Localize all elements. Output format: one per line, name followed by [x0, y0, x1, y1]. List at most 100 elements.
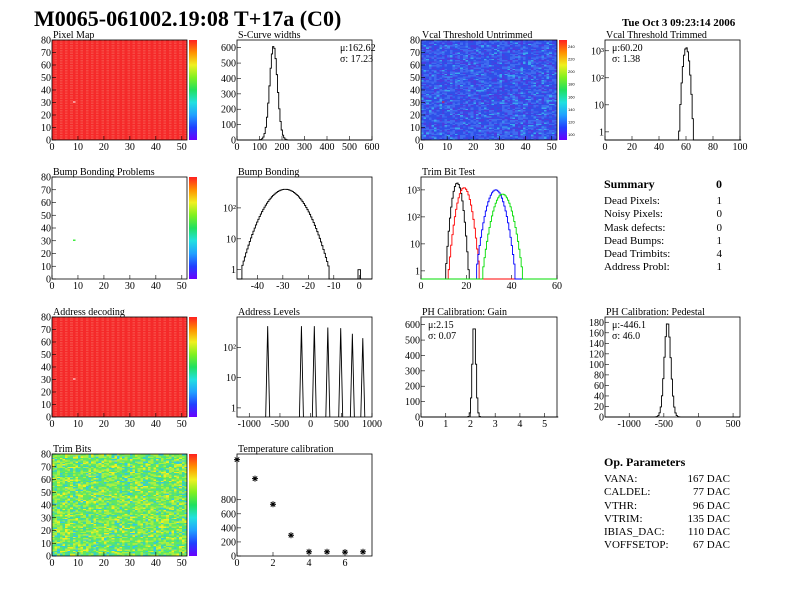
y-tick-label: 30 [41, 375, 51, 386]
x-tick-label: 20 [99, 419, 109, 430]
op-params-heading: Op. Parameters [604, 455, 686, 469]
x-tick-label: 10 [73, 281, 83, 292]
x-tick-label: 30 [125, 419, 135, 430]
y-tick-label: 600 [405, 320, 420, 331]
param-label: VANA: [604, 473, 638, 485]
x-tick-label: 40 [654, 142, 664, 153]
x-tick-label: 0 [50, 558, 55, 569]
x-tick-label: 5 [542, 419, 547, 430]
chart-title: Pixel Map [53, 30, 94, 41]
param-label: IBIAS_DAC: [604, 526, 665, 539]
y-tick-label: 80 [41, 36, 51, 47]
histogram-series [605, 47, 742, 141]
summary-row: Dead Trimbits: 4 [604, 248, 722, 261]
x-tick-label: 300 [297, 142, 312, 153]
temperature-chart: Temperature calibration 0 2 4 6 0 200 400 600 800 [221, 444, 373, 569]
y-tick-label: 70 [41, 325, 51, 336]
histogram-peak [325, 327, 331, 418]
x-tick-label: 0 [603, 142, 608, 153]
chart-title: PH Calibration: Gain [422, 307, 507, 318]
y-tick-label: 120 [589, 349, 604, 360]
x-tick-label: 100 [252, 142, 267, 153]
plot-frame [51, 453, 188, 557]
param-label: VOFFSETOP: [604, 539, 669, 552]
chart-title: Bump Bonding Problems [53, 167, 155, 178]
histogram-peak [298, 326, 304, 418]
y-tick-label: 20 [594, 402, 604, 413]
timestamp: Tue Oct 3 09:23:14 2006 [622, 17, 736, 29]
summary-total: 0 [716, 177, 722, 191]
summary-row: Dead Pixels: 1 [604, 195, 722, 208]
x-tick-label: 20 [99, 142, 109, 153]
x-tick-label: 0 [357, 281, 362, 292]
y-tick-label: 70 [41, 462, 51, 473]
summary-table: Summary 0 Dead Pixels: 1 Noisy Pixels: 0 Mask… [604, 178, 722, 275]
x-tick-label: 40 [151, 142, 161, 153]
x-tick-label: 500 [726, 419, 741, 430]
summary-label: Noisy Pixels: [604, 208, 663, 221]
y-tick-label: 40 [410, 86, 420, 97]
y-tick-label: 10 [226, 373, 236, 384]
y-tick-label: 30 [41, 98, 51, 109]
x-tick-label: 40 [151, 419, 161, 430]
mean-label: μ:-446.1 [612, 320, 646, 331]
histogram-peak [349, 333, 355, 418]
z-tick-label: 120 [568, 119, 575, 124]
histogram-peak [338, 328, 344, 418]
sigma-label: σ: 1.38 [612, 54, 640, 65]
sigma-label: σ: 0.07 [428, 331, 456, 342]
scatter-point [306, 548, 312, 555]
summary-value: 1 [716, 234, 723, 247]
mean-label: μ:2.15 [428, 320, 454, 331]
vcal-untrimmed-heatmap [421, 40, 557, 140]
z-tick-label: 200 [568, 69, 575, 74]
x-tick-label: 80 [708, 142, 718, 153]
summary-value: 1 [716, 261, 723, 274]
x-tick-label: 0 [50, 281, 55, 292]
z-tick-label: 240 [568, 44, 575, 49]
y-tick-label: 70 [410, 48, 420, 59]
x-tick-label: 0 [419, 142, 424, 153]
histogram-series [421, 328, 559, 418]
y-tick-label: 20 [41, 388, 51, 399]
summary-heading: Summary [604, 177, 655, 191]
y-tick-label: 0 [46, 275, 51, 286]
x-tick-label: 20 [99, 558, 109, 569]
y-tick-label: 0 [415, 413, 420, 424]
x-tick-label: 40 [151, 558, 161, 569]
x-tick-label: 500 [334, 419, 349, 430]
histogram-bin [357, 269, 361, 279]
summary-value: 0 [716, 208, 723, 221]
color-palette [189, 317, 197, 417]
x-tick-label: -1000 [238, 419, 261, 430]
chart-title: Bump Bonding [238, 167, 299, 178]
x-tick-label: 2 [468, 419, 473, 430]
y-tick-label: 10 [410, 123, 420, 134]
x-tick-label: -1000 [618, 419, 641, 430]
y-tick-label: 600 [221, 509, 236, 520]
y-tick-label: 600 [221, 43, 236, 54]
x-tick-label: 20 [461, 281, 471, 292]
pixel-map-heatmap [52, 40, 187, 140]
y-tick-label: 1 [231, 265, 236, 276]
scatter-point [342, 549, 348, 556]
y-tick-label: 30 [41, 513, 51, 524]
param-row: VOFFSETOP: 67 DAC [604, 539, 730, 552]
x-tick-label: 100 [733, 142, 748, 153]
x-tick-label: -10 [327, 281, 340, 292]
x-tick-label: 500 [342, 142, 357, 153]
x-tick-label: 40 [151, 281, 161, 292]
y-tick-label: 10 [410, 239, 420, 250]
summary-label: Dead Bumps: [604, 234, 665, 247]
chart-title: Temperature calibration [238, 444, 334, 455]
y-tick-label: 1 [231, 403, 236, 414]
x-tick-label: 600 [365, 142, 380, 153]
summary-row: Address Probl: 1 [604, 261, 722, 274]
y-tick-label: 60 [41, 338, 51, 349]
chart-title: S-Curve widths [238, 30, 301, 41]
param-row: VTHR: 96 DAC [604, 500, 730, 513]
